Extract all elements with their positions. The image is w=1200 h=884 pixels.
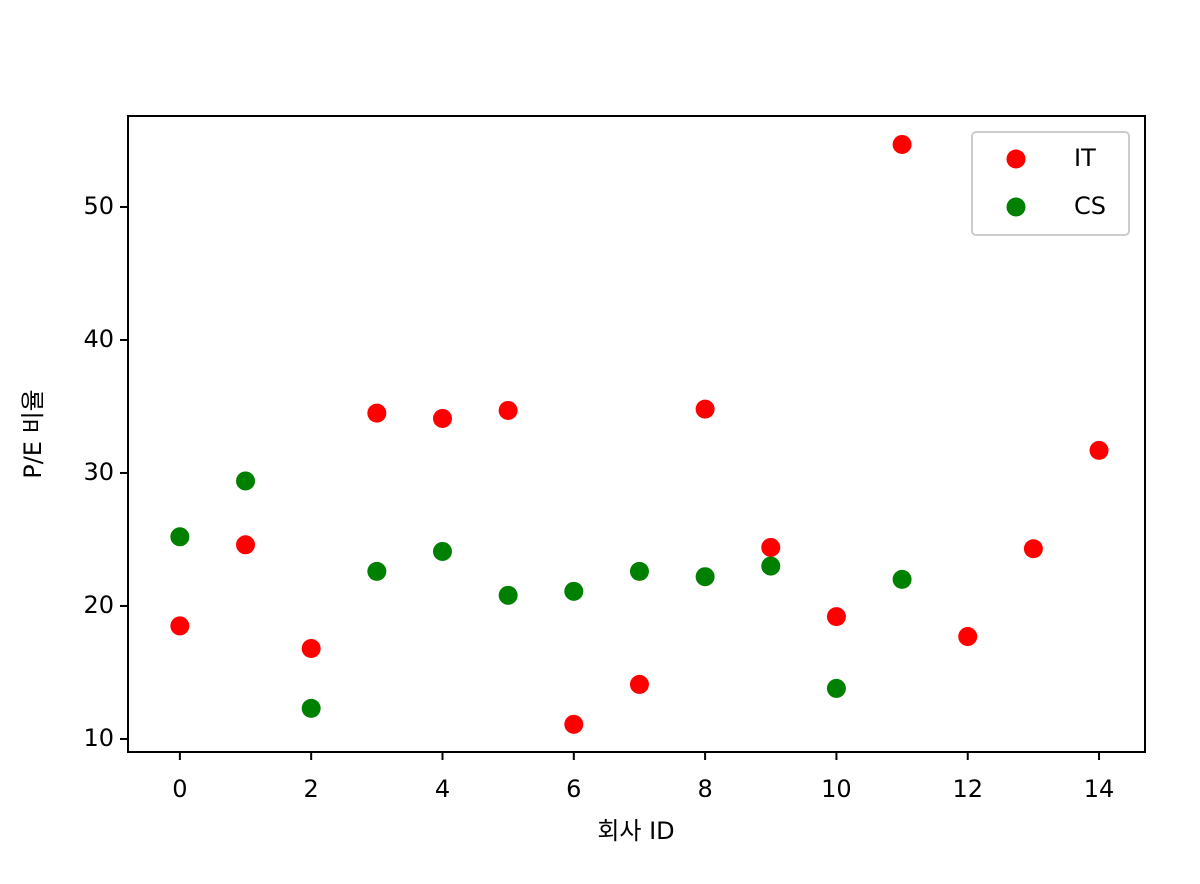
- x-tick-label: 6: [566, 775, 581, 803]
- point: [629, 674, 649, 694]
- y-tick-label: 50: [83, 192, 114, 220]
- y-tick-label: 40: [83, 325, 114, 353]
- x-tick-label: 12: [952, 775, 983, 803]
- point: [1089, 440, 1109, 460]
- x-tick-label: 10: [821, 775, 852, 803]
- legend-marker: [1006, 197, 1026, 217]
- point: [826, 678, 846, 698]
- point: [761, 537, 781, 557]
- x-axis-label: 회사 ID: [597, 817, 674, 845]
- plot-frame: [127, 115, 1146, 753]
- y-axis-label: P/E 비율: [19, 389, 47, 479]
- x-tick-label: 14: [1084, 775, 1115, 803]
- point: [301, 639, 321, 659]
- point: [236, 535, 256, 555]
- point: [564, 581, 584, 601]
- x-tick-label: 4: [435, 775, 450, 803]
- point: [826, 607, 846, 627]
- point: [761, 556, 781, 576]
- y-tick-label: 30: [83, 458, 114, 486]
- point: [498, 585, 518, 605]
- legend-label: CS: [1074, 192, 1106, 220]
- point: [695, 567, 715, 587]
- point: [367, 403, 387, 423]
- y-tick-label: 10: [83, 724, 114, 752]
- point: [236, 471, 256, 491]
- point: [170, 616, 190, 636]
- point: [892, 134, 912, 154]
- y-tick-label: 20: [83, 591, 114, 619]
- point: [367, 561, 387, 581]
- legend-label: IT: [1074, 144, 1096, 172]
- point: [432, 541, 452, 561]
- point: [695, 399, 715, 419]
- point: [1023, 539, 1043, 559]
- point: [629, 561, 649, 581]
- point: [564, 714, 584, 734]
- point: [432, 408, 452, 428]
- point: [301, 698, 321, 718]
- legend-marker: [1006, 149, 1026, 169]
- point: [892, 569, 912, 589]
- point: [958, 627, 978, 647]
- x-tick-label: 2: [304, 775, 319, 803]
- x-tick-label: 0: [172, 775, 187, 803]
- point: [170, 527, 190, 547]
- x-tick-label: 8: [697, 775, 712, 803]
- point: [498, 400, 518, 420]
